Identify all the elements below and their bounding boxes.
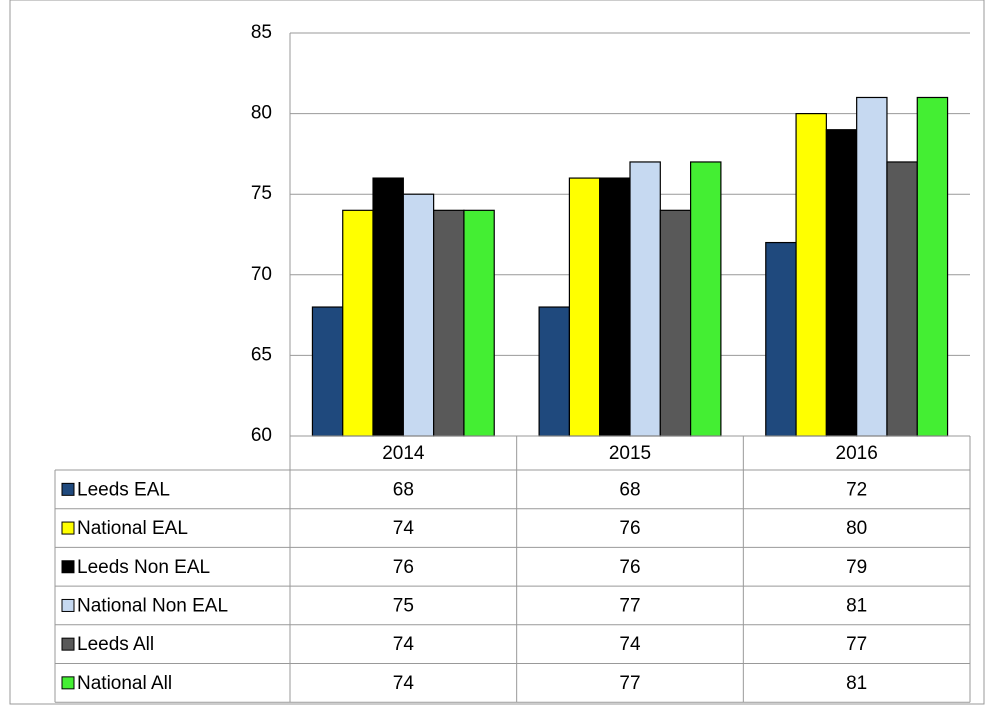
- data-label: 80: [846, 518, 867, 539]
- bar: [433, 209, 465, 437]
- bar: [568, 177, 601, 437]
- bar: [825, 129, 858, 437]
- bar: [629, 161, 661, 437]
- y-tick-label: 60: [251, 425, 272, 446]
- data-label: 74: [393, 673, 415, 694]
- legend-label: Leeds Non EAL: [77, 557, 210, 578]
- legend-key: [61, 560, 75, 574]
- data-label: 79: [846, 557, 867, 578]
- y-tick-label: 75: [251, 183, 272, 204]
- bar: [372, 177, 404, 437]
- data-label: 76: [619, 557, 640, 578]
- data-label: 76: [619, 518, 640, 539]
- data-label: 72: [846, 479, 867, 500]
- x-tick-label: 2015: [609, 443, 651, 464]
- x-tick-label: 2016: [836, 443, 878, 464]
- legend-key: [61, 598, 75, 612]
- bar: [886, 161, 918, 437]
- data-label: 74: [619, 634, 641, 655]
- data-label: 74: [393, 518, 415, 539]
- bar: [463, 209, 495, 437]
- data-label: 77: [846, 634, 867, 655]
- legend-label: National All: [77, 673, 172, 694]
- bar: [856, 96, 888, 437]
- bar: [659, 209, 692, 437]
- data-label: 81: [846, 673, 867, 694]
- data-label: 81: [846, 595, 867, 616]
- legend-label: Leeds All: [77, 634, 154, 655]
- y-tick-label: 70: [251, 264, 272, 285]
- x-tick-label: 2014: [382, 443, 425, 464]
- y-tick-label: 80: [251, 103, 272, 124]
- bar: [916, 96, 949, 437]
- bar: [311, 306, 344, 437]
- bar: [765, 241, 797, 437]
- bar: [795, 112, 827, 437]
- legend-key: [61, 521, 75, 535]
- data-label: 68: [393, 479, 414, 500]
- legend-key: [61, 637, 75, 651]
- data-label: 75: [393, 595, 414, 616]
- data-label: 77: [619, 673, 640, 694]
- y-tick-label: 65: [251, 344, 272, 365]
- legend-key: [61, 482, 75, 496]
- legend-key: [61, 676, 75, 690]
- data-label: 77: [619, 595, 640, 616]
- bar: [599, 177, 631, 437]
- data-label: 74: [393, 634, 415, 655]
- bar: [342, 209, 374, 437]
- legend-label: National EAL: [77, 518, 188, 539]
- data-label: 68: [619, 479, 640, 500]
- bar: [402, 193, 435, 437]
- bar: [689, 161, 722, 437]
- y-tick-label: 85: [251, 22, 272, 43]
- legend-label: National Non EAL: [77, 595, 228, 616]
- data-label: 76: [393, 557, 414, 578]
- legend-label: Leeds EAL: [77, 479, 170, 500]
- bar: [538, 306, 570, 437]
